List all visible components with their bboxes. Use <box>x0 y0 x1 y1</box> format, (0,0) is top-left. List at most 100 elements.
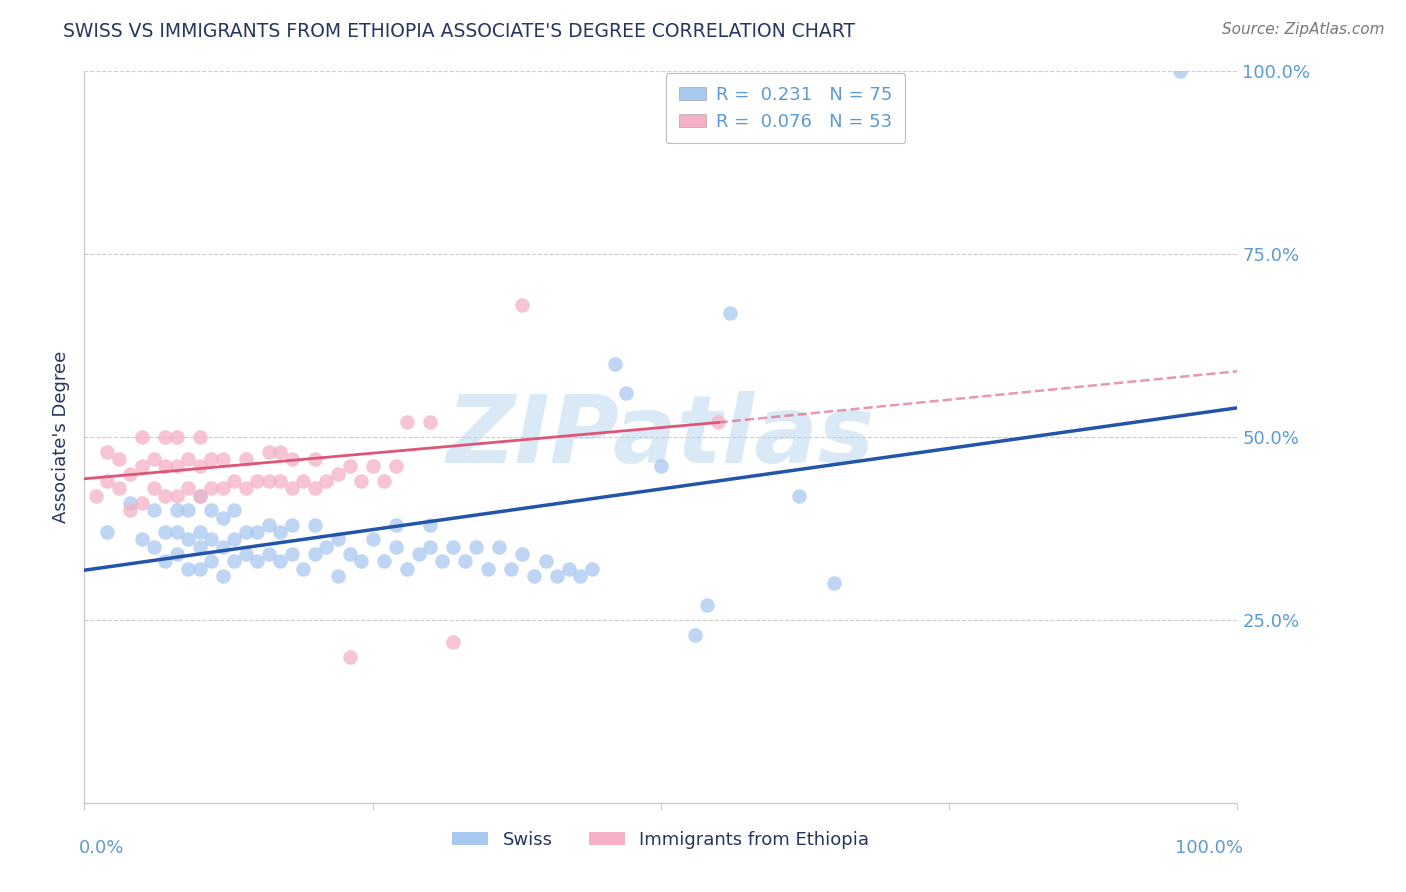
Point <box>430 554 453 568</box>
Point <box>257 517 280 532</box>
Point <box>166 430 188 444</box>
Point <box>84 489 107 503</box>
Point <box>188 459 211 474</box>
Point <box>257 547 280 561</box>
Point <box>292 562 315 576</box>
Point <box>281 452 304 467</box>
Point <box>142 503 165 517</box>
Point <box>304 547 326 561</box>
Point <box>534 554 557 568</box>
Point <box>281 517 304 532</box>
Point <box>200 481 222 495</box>
Point <box>614 386 637 401</box>
Point <box>477 562 499 576</box>
Point <box>373 554 395 568</box>
Point <box>200 554 222 568</box>
Text: 0.0%: 0.0% <box>79 839 124 857</box>
Point <box>269 525 291 540</box>
Point <box>166 525 188 540</box>
Point <box>523 569 546 583</box>
Point <box>188 489 211 503</box>
Point <box>120 496 142 510</box>
Point <box>512 298 534 312</box>
Point <box>269 554 291 568</box>
Point <box>1168 64 1191 78</box>
Point <box>454 554 477 568</box>
Point <box>557 562 579 576</box>
Point <box>153 554 176 568</box>
Point <box>246 554 269 568</box>
Point <box>281 481 304 495</box>
Point <box>465 540 488 554</box>
Point <box>269 444 291 458</box>
Point <box>200 452 222 467</box>
Text: ZIPatlas: ZIPatlas <box>447 391 875 483</box>
Point <box>350 554 373 568</box>
Point <box>211 452 233 467</box>
Point <box>177 503 200 517</box>
Point <box>707 416 730 430</box>
Point <box>96 525 118 540</box>
Point <box>326 533 349 547</box>
Point <box>685 627 707 641</box>
Y-axis label: Associate's Degree: Associate's Degree <box>52 351 70 524</box>
Point <box>177 481 200 495</box>
Point <box>384 459 406 474</box>
Point <box>224 474 246 488</box>
Point <box>188 540 211 554</box>
Point <box>131 430 153 444</box>
Point <box>339 649 361 664</box>
Point <box>131 496 153 510</box>
Point <box>315 474 337 488</box>
Point <box>108 452 131 467</box>
Point <box>120 467 142 481</box>
Point <box>419 416 441 430</box>
Point <box>384 540 406 554</box>
Point <box>200 533 222 547</box>
Point <box>166 489 188 503</box>
Point <box>396 416 419 430</box>
Text: 100.0%: 100.0% <box>1175 839 1243 857</box>
Point <box>787 489 810 503</box>
Point <box>499 562 522 576</box>
Point <box>408 547 430 561</box>
Point <box>361 533 384 547</box>
Point <box>177 452 200 467</box>
Point <box>177 562 200 576</box>
Point <box>188 562 211 576</box>
Text: Source: ZipAtlas.com: Source: ZipAtlas.com <box>1222 22 1385 37</box>
Point <box>246 474 269 488</box>
Point <box>361 459 384 474</box>
Point <box>257 474 280 488</box>
Point <box>823 576 845 591</box>
Point <box>257 444 280 458</box>
Point <box>419 540 441 554</box>
Point <box>142 540 165 554</box>
Point <box>96 474 118 488</box>
Point <box>96 444 118 458</box>
Point <box>211 510 233 524</box>
Point <box>269 474 291 488</box>
Point <box>142 452 165 467</box>
Point <box>304 481 326 495</box>
Point <box>166 459 188 474</box>
Point <box>235 481 257 495</box>
Point <box>166 547 188 561</box>
Point <box>292 474 315 488</box>
Point <box>153 430 176 444</box>
Point <box>177 533 200 547</box>
Point <box>224 554 246 568</box>
Point <box>315 540 337 554</box>
Point <box>142 481 165 495</box>
Point <box>211 481 233 495</box>
Point <box>488 540 510 554</box>
Point <box>166 503 188 517</box>
Point <box>153 459 176 474</box>
Point <box>224 503 246 517</box>
Point <box>304 517 326 532</box>
Point <box>441 540 464 554</box>
Legend: Swiss, Immigrants from Ethiopia: Swiss, Immigrants from Ethiopia <box>444 823 877 856</box>
Point <box>120 503 142 517</box>
Point <box>339 547 361 561</box>
Point <box>373 474 395 488</box>
